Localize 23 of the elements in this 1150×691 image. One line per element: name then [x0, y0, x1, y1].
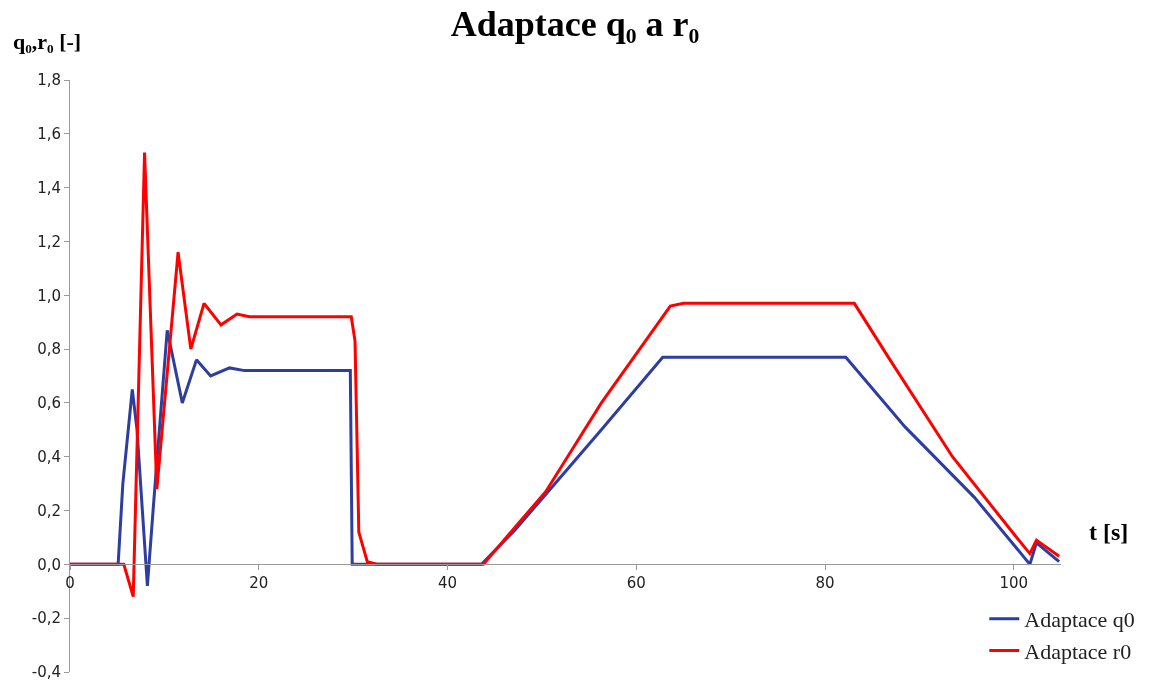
y-tick-label: -0,2: [31, 609, 61, 628]
x-tick-label: 20: [249, 574, 269, 593]
y-tick-label: 0,6: [37, 394, 61, 413]
y-tick-label: 1,4: [37, 178, 61, 197]
y-axis-title: q₀,r₀ [-]: [13, 29, 82, 54]
y-tick-label: 0,8: [37, 340, 61, 359]
x-axis-title: t [s]: [1089, 519, 1129, 545]
y-tick-label: 1,6: [37, 125, 61, 144]
chart-title: Adaptace q₀ a r₀: [450, 3, 700, 44]
x-tick-label: 80: [815, 574, 835, 593]
y-tick-label: 0,4: [37, 447, 61, 466]
legend-label: Adaptace r0: [1024, 638, 1132, 664]
x-tick-label: 0: [65, 574, 75, 593]
x-tick-label: 40: [437, 574, 458, 593]
y-tick-label: 1,2: [37, 232, 61, 251]
legend-label: Adaptace q0: [1024, 607, 1135, 633]
y-tick-label: 0,0: [37, 555, 61, 574]
y-tick-label: 1,0: [37, 286, 61, 305]
y-tick-label: 1,8: [37, 71, 61, 90]
x-tick-label: 100: [999, 574, 1029, 593]
y-tick-label: -0,4: [31, 663, 61, 682]
y-tick-label: 0,2: [37, 501, 61, 520]
x-tick-label: 60: [626, 574, 646, 593]
